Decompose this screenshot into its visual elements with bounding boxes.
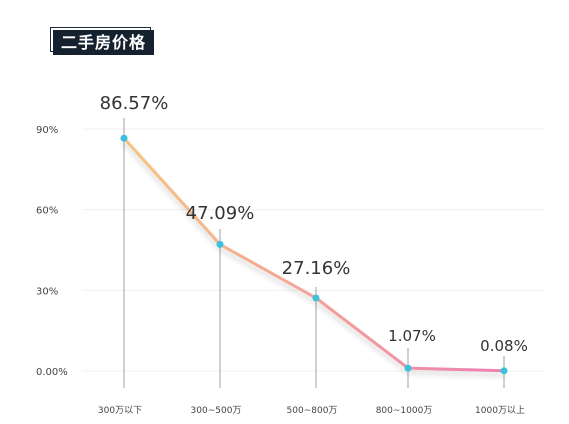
data-label: 0.08% [480, 337, 528, 355]
chart-title-tag: 二手房价格 [50, 27, 154, 55]
x-tick-label: 1000万以上 [475, 405, 525, 416]
y-tick-label: 30% [36, 286, 58, 297]
series-line-layer [122, 136, 506, 373]
data-point [500, 367, 508, 375]
data-point [404, 364, 412, 372]
y-tick-label: 90% [36, 125, 58, 136]
y-tick-label: 60% [36, 206, 58, 217]
data-labels: 86.57% 47.09% 27.16% 1.07% 0.08% [100, 93, 528, 355]
x-axis-ticks: 300万以下 300~500万 500~800万 800~1000万 1000万以上 [98, 405, 525, 416]
grid-layer [82, 128, 545, 372]
data-label: 86.57% [100, 93, 169, 114]
drop-lines [123, 118, 505, 388]
data-label: 27.16% [282, 258, 351, 279]
x-tick-label: 300万以下 [98, 406, 142, 416]
y-axis-ticks: 0.00% 30% 60% 90% [36, 125, 68, 378]
data-point [120, 134, 128, 142]
x-tick-label: 300~500万 [191, 406, 242, 416]
data-label: 47.09% [186, 203, 255, 224]
data-points [120, 134, 508, 375]
series-line [122, 136, 506, 373]
data-point [312, 294, 320, 302]
data-label: 1.07% [388, 327, 436, 345]
x-tick-label: 500~800万 [287, 406, 338, 416]
chart-title: 二手房价格 [53, 30, 154, 55]
data-point [216, 240, 224, 248]
x-tick-label: 800~1000万 [376, 406, 433, 416]
y-tick-label: 0.00% [36, 367, 68, 378]
